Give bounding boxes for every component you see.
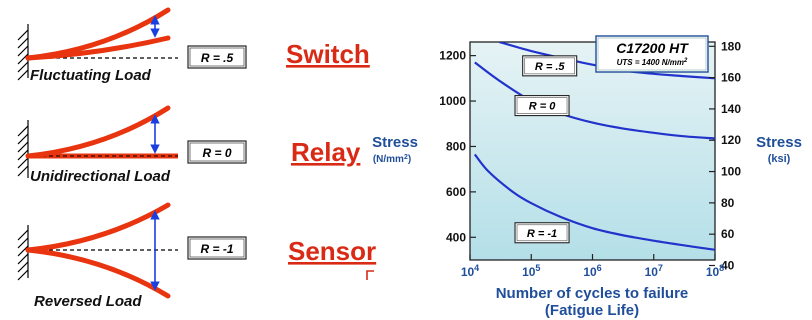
- series-line: [474, 61, 715, 140]
- wall-hatch-icon: [17, 225, 29, 281]
- application-label-sensor: Sensor: [288, 236, 376, 266]
- wall-hatch-icon: [17, 120, 29, 178]
- curve-label: R = 0: [514, 95, 570, 117]
- x-tick-label: 106: [583, 263, 601, 279]
- curve-label-text: R = -1: [527, 228, 557, 240]
- x-tick-label: 104: [461, 263, 479, 279]
- x-tick-label: 105: [522, 263, 540, 279]
- chart-subtitle: UTS = 1400 N/mm2: [617, 58, 688, 67]
- load-case-reversed: Reversed Load R = -1: [17, 202, 247, 310]
- curve-label-text: R = .5: [535, 61, 566, 73]
- y-axis-left: 1200 1000 800 600 400: [439, 49, 476, 244]
- beam-curve-lower: [25, 247, 171, 299]
- load-label: Unidirectional Load: [30, 168, 171, 185]
- application-label-switch: Switch: [286, 39, 370, 69]
- y-tick-label: 400: [446, 230, 466, 244]
- y-tick-label: 1000: [439, 94, 466, 108]
- y2-tick-label: 120: [721, 133, 741, 147]
- plot-area: [469, 41, 716, 261]
- curve-label-text: R = 0: [529, 101, 556, 113]
- curve-label: R = -1: [514, 222, 570, 244]
- y-tick-label: 800: [446, 139, 466, 153]
- beam-curve-upper: [25, 202, 171, 253]
- y-axis-unit: (N/mm2): [373, 154, 411, 165]
- load-label: Fluctuating Load: [30, 67, 152, 84]
- wall-hatch-icon: [17, 24, 29, 81]
- cursor-mark: [366, 270, 374, 280]
- x-axis-subtitle: (Fatigue Life): [545, 302, 639, 319]
- y2-tick-label: 140: [721, 102, 741, 116]
- y-axis-right: 180 160 140 120 100 80 60 40: [709, 39, 741, 272]
- x-tick-label: 107: [645, 263, 663, 279]
- curve-label: R = .5: [522, 55, 578, 77]
- x-axis: 104 105 106 107 108: [461, 254, 724, 279]
- x-axis-title: Number of cycles to failure: [496, 285, 689, 302]
- y2-tick-label: 60: [721, 227, 735, 241]
- y-tick-label: 1200: [439, 49, 466, 63]
- r-value-label: R = -1: [200, 242, 233, 256]
- y-axis-title: Stress: [372, 134, 418, 151]
- y-tick-label: 600: [446, 185, 466, 199]
- curve-labels-layer: R = .5 R = 0 R = -1: [514, 55, 578, 244]
- application-label-relay: Relay: [291, 137, 361, 167]
- y2-axis-title: Stress: [756, 134, 802, 151]
- load-label: Reversed Load: [34, 293, 142, 310]
- chart-title: C17200 HT: [616, 40, 689, 56]
- chart-title-box: C17200 HT UTS = 1400 N/mm2: [595, 35, 709, 73]
- x-tick-label: 108: [706, 263, 724, 279]
- y2-tick-label: 100: [721, 165, 741, 179]
- r-value-label: R = 0: [202, 146, 231, 160]
- load-case-fluctuating: Fluctuating Load R = .5: [17, 7, 247, 84]
- load-case-unidirectional: Unidirectional Load R = 0: [17, 105, 247, 185]
- y2-tick-label: 160: [721, 71, 741, 85]
- r-value-label: R = .5: [201, 51, 234, 65]
- beam-curve-upper: [25, 105, 171, 159]
- series-line: [473, 153, 715, 251]
- r-value-box: R = .5: [187, 45, 247, 69]
- r-value-box: R = -1: [187, 236, 247, 260]
- y2-tick-label: 80: [721, 196, 735, 210]
- r-value-box: R = 0: [187, 140, 247, 164]
- y2-tick-label: 180: [721, 39, 741, 53]
- y2-axis-unit: (ksi): [768, 153, 791, 165]
- y2-tick-label: 40: [721, 258, 735, 272]
